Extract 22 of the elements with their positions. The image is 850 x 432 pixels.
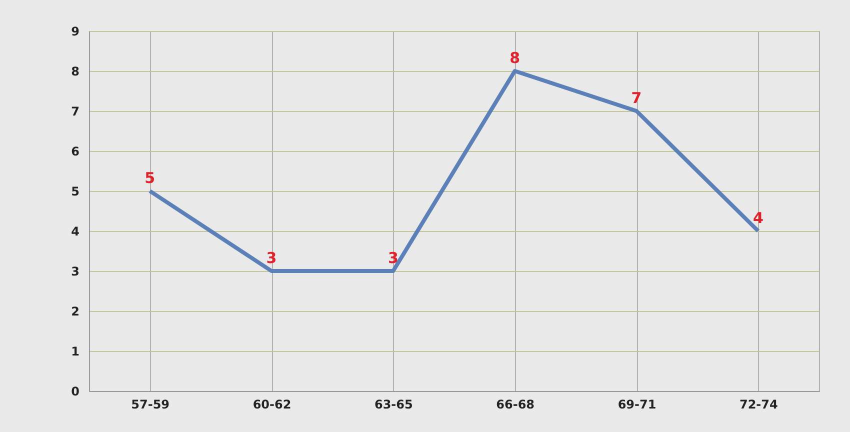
y-tick-label: 0 xyxy=(71,384,80,398)
x-tick-label: 63-65 xyxy=(374,398,413,412)
data-label: 7 xyxy=(631,89,642,107)
y-tick-label: 6 xyxy=(71,144,80,158)
x-tick-label: 69-71 xyxy=(618,398,656,412)
y-tick-label: 9 xyxy=(71,24,80,38)
data-label: 3 xyxy=(266,249,277,267)
x-tick-label: 66-68 xyxy=(496,398,535,412)
x-tick-label: 72-74 xyxy=(739,398,778,412)
y-tick-label: 5 xyxy=(71,184,80,198)
y-tick-label: 7 xyxy=(71,104,80,118)
y-tick-label: 2 xyxy=(71,304,80,318)
data-label: 3 xyxy=(388,249,398,267)
y-tick-label: 4 xyxy=(71,224,80,238)
y-tick-label: 3 xyxy=(71,264,80,278)
data-label: 5 xyxy=(144,169,156,187)
y-tick-label: 1 xyxy=(71,344,80,358)
x-tick-label: 60-62 xyxy=(252,398,292,412)
data-label: 8 xyxy=(510,49,520,67)
x-tick-label: 57-59 xyxy=(131,398,170,412)
y-tick-label: 8 xyxy=(71,64,80,78)
data-label: 4 xyxy=(752,209,764,227)
